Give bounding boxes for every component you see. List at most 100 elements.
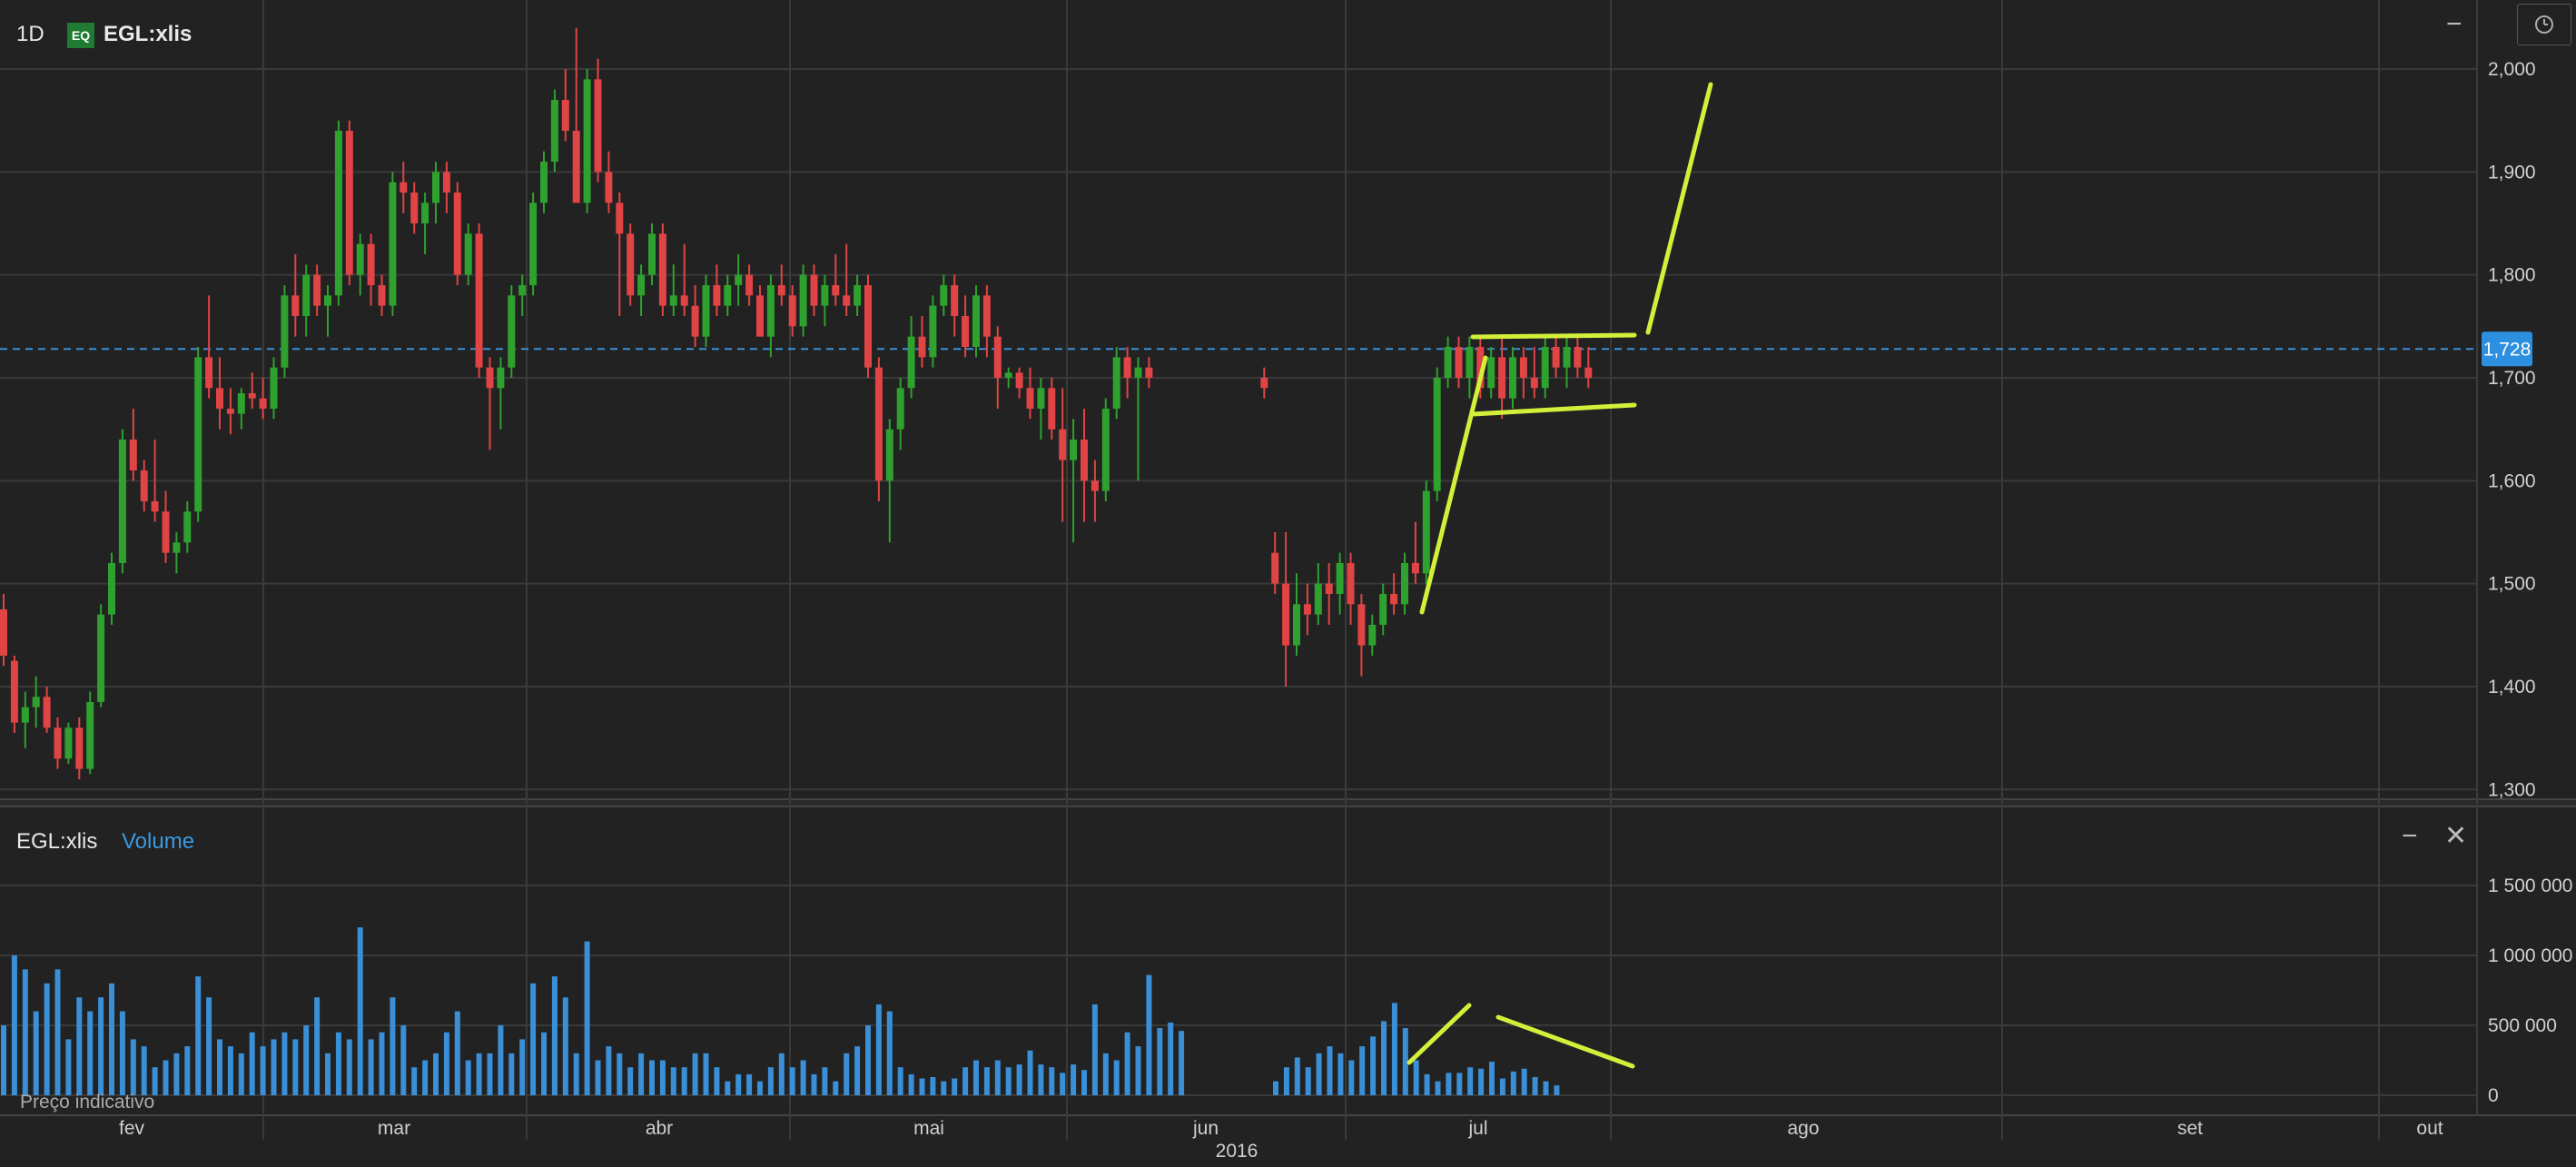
- candle-down: [259, 398, 267, 409]
- volume-bar: [519, 1039, 526, 1095]
- interval-label[interactable]: 1D: [16, 22, 44, 46]
- candle-up: [1368, 624, 1377, 646]
- volume-bar: [800, 1060, 806, 1095]
- candle-down: [475, 233, 483, 368]
- volume-bar: [1038, 1064, 1044, 1095]
- candle-up: [1070, 439, 1078, 460]
- volume-bar: [1060, 1073, 1066, 1095]
- volume-bar: [227, 1046, 233, 1095]
- annotation-layer[interactable]: [1406, 82, 1713, 1069]
- volume-bar: [692, 1053, 698, 1095]
- volume-bar: [1489, 1062, 1495, 1095]
- volume-bar: [941, 1081, 947, 1095]
- candle-down: [248, 392, 256, 399]
- candle-up: [854, 284, 862, 306]
- volume-bar: [1402, 1028, 1408, 1095]
- clock-icon[interactable]: [2517, 4, 2571, 45]
- volume-bar: [606, 1046, 612, 1095]
- minus-icon[interactable]: −: [2446, 9, 2462, 39]
- candle-up: [724, 284, 732, 306]
- volume-bar: [1071, 1064, 1077, 1095]
- volume-bar: [1478, 1068, 1485, 1095]
- volume-bar: [1049, 1067, 1055, 1095]
- volume-bar: [314, 997, 321, 1095]
- volume-bar: [1391, 1003, 1397, 1095]
- volume-bar: [562, 997, 568, 1095]
- volume-bar: [22, 969, 28, 1095]
- candle-up: [799, 274, 807, 327]
- volume-bar: [1283, 1067, 1289, 1095]
- minus-icon[interactable]: −: [2402, 821, 2418, 851]
- volume-falling-trendline: [1495, 1014, 1635, 1069]
- candle-down: [162, 511, 170, 553]
- volume-bar: [130, 1039, 136, 1095]
- candle-down: [1519, 357, 1527, 378]
- candle-down: [1026, 388, 1034, 409]
- volume-bar: [551, 976, 558, 1095]
- candle-down: [75, 727, 84, 769]
- volume-bar: [670, 1067, 676, 1095]
- volume-bar: [681, 1067, 687, 1095]
- equity-badge: EQ: [67, 23, 94, 48]
- symbol-label[interactable]: EGL:xlis: [104, 22, 192, 46]
- candle-up: [907, 336, 915, 389]
- close-icon[interactable]: ✕: [2444, 821, 2468, 851]
- candle-up: [1487, 357, 1495, 389]
- candle-down: [680, 295, 688, 306]
- candle-up: [1101, 408, 1110, 491]
- volume-bar: [530, 983, 537, 1095]
- candle-up: [389, 182, 397, 306]
- volume-bar: [465, 1060, 471, 1095]
- volume-bar: [994, 1060, 1001, 1095]
- price-tick-label: 1,300: [2488, 779, 2536, 800]
- candle-up: [1004, 372, 1012, 378]
- candle-down: [378, 284, 386, 306]
- volume-bar: [411, 1067, 418, 1095]
- volume-bar: [1081, 1070, 1087, 1095]
- month-label: jul: [1467, 1118, 1487, 1139]
- volume-bar: [1424, 1073, 1430, 1095]
- candle-up: [1422, 490, 1430, 574]
- candle-down: [1091, 480, 1099, 491]
- volume-bar: [1005, 1067, 1012, 1095]
- volume-symbol-label[interactable]: EGL:xlis: [16, 829, 98, 854]
- volume-bar: [1348, 1060, 1355, 1095]
- candle-down: [918, 336, 926, 358]
- candle-down: [1123, 357, 1131, 378]
- candle-up: [86, 701, 94, 769]
- candle-down: [810, 274, 818, 306]
- volume-indicator-label[interactable]: Volume: [122, 829, 195, 854]
- candle-up: [1401, 562, 1408, 605]
- volume-bar: [886, 1011, 893, 1095]
- volume-bar: [897, 1067, 903, 1095]
- candle-up: [118, 439, 126, 563]
- volume-bar: [962, 1067, 969, 1095]
- volume-bar: [638, 1053, 645, 1095]
- volume-bar: [271, 1039, 277, 1095]
- candle-up: [885, 429, 893, 481]
- volume-bar: [1179, 1031, 1185, 1095]
- volume-bar: [443, 1032, 449, 1095]
- volume-bar: [335, 1032, 341, 1095]
- candle-up: [64, 727, 73, 759]
- candle-up: [237, 392, 245, 414]
- volume-bar: [1294, 1057, 1300, 1095]
- candle-down: [54, 727, 62, 759]
- candle-down: [594, 79, 602, 173]
- volume-bar: [811, 1073, 817, 1095]
- candle-up: [1563, 346, 1571, 368]
- candle-up: [637, 274, 646, 296]
- candle-up: [540, 161, 548, 203]
- candle-down: [993, 336, 1002, 378]
- candle-up: [896, 388, 904, 430]
- volume-bar: [1456, 1073, 1463, 1095]
- candle-down: [1498, 357, 1506, 399]
- candle-down: [1347, 562, 1355, 605]
- candle-up: [1134, 367, 1142, 378]
- candlestick-series: [0, 27, 1593, 779]
- volume-bar: [1499, 1078, 1505, 1095]
- candle-down: [691, 305, 699, 337]
- candle-down: [10, 660, 18, 723]
- volume-bar: [325, 1053, 331, 1095]
